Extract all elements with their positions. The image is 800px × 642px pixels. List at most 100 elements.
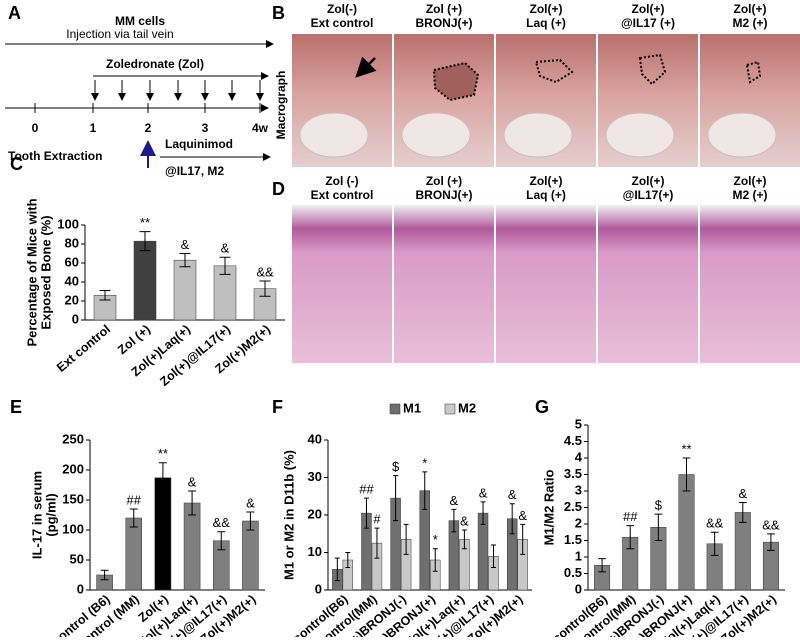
bar xyxy=(133,240,157,321)
lesion-outline xyxy=(638,53,667,86)
error-bar xyxy=(403,523,409,555)
legend-swatch xyxy=(444,403,456,415)
error-bar xyxy=(451,508,457,533)
error-bar xyxy=(432,548,438,572)
significance: ## xyxy=(623,509,638,524)
significance: $ xyxy=(392,459,400,474)
tick-label: 0 xyxy=(32,121,39,135)
bar xyxy=(173,259,197,321)
tick-label: 4w xyxy=(252,121,269,135)
y-tick-label: 40 xyxy=(65,273,79,288)
tick-label: 3 xyxy=(202,121,209,135)
y-tick-label: 5 xyxy=(575,416,582,431)
y-tick-label: 1.5 xyxy=(564,532,582,547)
lesion-outline xyxy=(534,58,574,84)
column-header: M2 (+) xyxy=(732,16,767,30)
error-bar xyxy=(345,552,351,568)
error-bar xyxy=(626,525,635,550)
panel-label: D xyxy=(272,179,285,199)
photo xyxy=(496,205,596,363)
y-tick-label: 20 xyxy=(65,292,79,307)
column-header: Zol (-) xyxy=(325,174,358,188)
y-tick-label: 3.5 xyxy=(564,466,582,481)
error-bar xyxy=(219,256,231,275)
y-tick-label: 0.5 xyxy=(564,565,582,580)
error-bar xyxy=(598,558,606,573)
error-bar xyxy=(139,231,151,252)
error-bar xyxy=(217,531,226,551)
significance: ## xyxy=(127,492,142,507)
error-bar xyxy=(179,253,191,268)
column-header: @IL17 (+) xyxy=(621,16,675,30)
photo xyxy=(598,205,698,363)
tooth xyxy=(605,112,675,158)
y-axis-label: M1 or M2 in D11b (%) xyxy=(281,450,296,580)
significance: * xyxy=(433,532,438,547)
tooth xyxy=(299,112,369,158)
column-header: BRONJ(+) xyxy=(415,188,472,202)
y-tick-label: 200 xyxy=(62,461,84,476)
column-header: Zol (+) xyxy=(426,174,462,188)
y-axis-label: Percentage of Mice with xyxy=(24,198,39,346)
timeline-text: Zoledronate (Zol) xyxy=(106,57,204,71)
column-header: Zol(+) xyxy=(734,2,767,16)
error-bar xyxy=(509,503,515,535)
timeline-text: Injection via tail vein xyxy=(66,27,173,41)
y-tick-label: 250 xyxy=(62,431,84,446)
photo xyxy=(292,205,392,363)
column-header: @IL17(+) xyxy=(623,188,674,202)
panel-label: A xyxy=(8,3,21,23)
column-header: M2 (+) xyxy=(732,188,767,202)
error-bar xyxy=(682,457,691,492)
significance: * xyxy=(422,455,427,470)
y-axis-label: Exposed Bone (%) xyxy=(38,215,53,329)
y-tick-label: 2.5 xyxy=(564,499,582,514)
significance: & xyxy=(508,487,517,502)
y-tick-label: 1 xyxy=(575,548,582,563)
significance: & xyxy=(518,508,527,523)
y-tick-label: 30 xyxy=(308,469,322,484)
photo xyxy=(700,205,800,363)
y-tick-label: 4 xyxy=(575,449,583,464)
y-tick-label: 0 xyxy=(77,581,84,596)
lesion-outline xyxy=(432,61,480,102)
column-header: Zol(+) xyxy=(734,174,767,188)
timeline-ticks: 0 1 2 3 4w xyxy=(32,103,269,135)
error-bar xyxy=(461,529,467,550)
significance: ** xyxy=(681,441,691,456)
panel-label: G xyxy=(535,397,549,417)
y-axis-label: IL-17 in serum xyxy=(29,471,44,559)
significance: & xyxy=(479,485,488,500)
error-bar xyxy=(246,511,255,531)
column-header: Zol(+) xyxy=(632,2,665,16)
error-bar xyxy=(654,513,663,541)
photo xyxy=(394,205,494,363)
column-header: Zol(-) xyxy=(327,2,357,16)
error-bar xyxy=(374,527,380,559)
error-bar xyxy=(422,471,428,510)
arrow xyxy=(355,56,377,78)
error-bar xyxy=(767,533,775,551)
error-bar xyxy=(480,501,486,525)
error-bar xyxy=(520,523,526,555)
significance: ## xyxy=(359,482,374,497)
legend-swatch xyxy=(389,403,401,415)
significance: $ xyxy=(655,498,663,513)
y-tick-label: 10 xyxy=(308,544,322,559)
significance: & xyxy=(188,474,197,489)
panel-label: B xyxy=(272,3,285,23)
y-tick-label: 4.5 xyxy=(564,433,582,448)
error-bar xyxy=(738,502,747,523)
y-tick-label: 0 xyxy=(72,311,79,326)
y-tick-label: 80 xyxy=(65,235,79,250)
bar xyxy=(242,520,259,591)
dose-arrows xyxy=(91,80,264,101)
significance: & xyxy=(181,237,190,252)
column-header: Ext control xyxy=(311,16,374,30)
panel-label: F xyxy=(272,397,283,417)
chart: E 0 50 100 150 200 250 IL-17 in serum (pg/ml) ## *… xyxy=(10,397,265,642)
column-header: Laq (+) xyxy=(526,188,566,202)
